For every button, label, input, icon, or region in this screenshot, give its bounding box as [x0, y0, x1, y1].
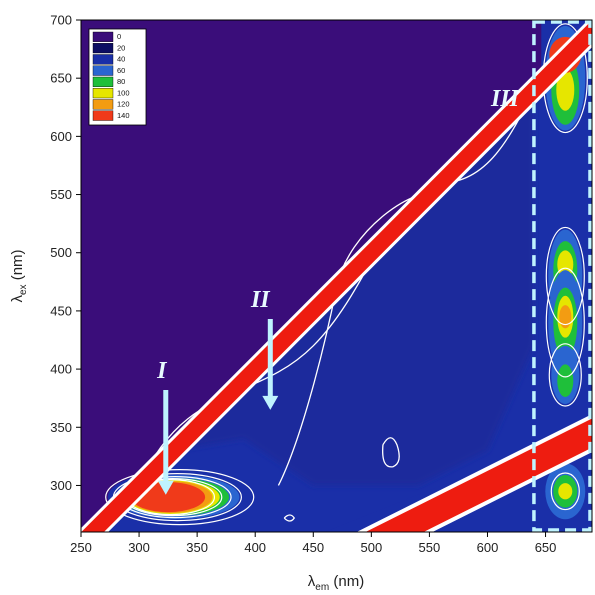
- legend-swatch: [92, 43, 114, 54]
- y-tick-label: 400: [50, 362, 72, 377]
- contour-peak-III-13: [550, 472, 580, 511]
- legend: 0 20 40 60 80 100 120 140: [88, 28, 147, 126]
- legend-label: 120: [117, 100, 130, 109]
- x-tick-label: 400: [244, 540, 266, 555]
- y-axis-label-sub: ex: [18, 284, 29, 295]
- y-tick-label: 300: [50, 478, 72, 493]
- legend-swatch: [92, 110, 114, 121]
- x-axis-label-unit: (nm): [329, 573, 364, 590]
- y-tick-label: 650: [50, 71, 72, 86]
- y-axis-label-unit: (nm): [9, 249, 26, 284]
- y-tick-label: 600: [50, 129, 72, 144]
- y-axis-label: λex (nm): [9, 249, 29, 302]
- x-tick-label: 500: [360, 540, 382, 555]
- plot-area: [81, 20, 592, 532]
- scatter-bands: [81, 20, 592, 532]
- legend-label: 140: [117, 111, 130, 120]
- contour-peak-III-6: [545, 267, 585, 378]
- legend-label: 0: [117, 32, 121, 41]
- y-axis: 300 350 400 450 500 550 600 650 700: [50, 13, 81, 493]
- legend-swatch: [92, 31, 114, 42]
- legend-label: 100: [117, 88, 130, 97]
- legend-swatch: [92, 54, 114, 65]
- x-tick-label: 600: [477, 540, 499, 555]
- peak-III-level-14: [558, 483, 573, 500]
- y-tick-label: 350: [50, 420, 72, 435]
- peak-III-level-5: [557, 250, 574, 279]
- scatter-first-order: [81, 20, 592, 532]
- x-axis-label: λem (nm): [308, 573, 364, 593]
- peak-I-arrow-head: [157, 480, 174, 495]
- legend-label: 60: [117, 66, 125, 75]
- x-tick-label: 650: [535, 540, 557, 555]
- x-tick-label: 550: [419, 540, 441, 555]
- peak-II-arrow-head: [262, 395, 279, 410]
- x-axis: 250 300 350 400 450 500 550 600 650: [70, 532, 556, 555]
- x-tick-label: 250: [70, 540, 92, 555]
- x-tick-label: 350: [186, 540, 208, 555]
- legend-swatch: [92, 88, 114, 99]
- y-tick-label: 700: [50, 13, 72, 28]
- legend-swatch: [92, 76, 114, 87]
- x-tick-label: 450: [302, 540, 324, 555]
- contour-spot: [283, 514, 296, 522]
- peak-I-label: I: [156, 358, 168, 384]
- peak-III-level-9: [559, 305, 572, 329]
- legend-label: 80: [117, 77, 125, 86]
- contour-peak-III-10: [548, 343, 582, 407]
- y-tick-label: 550: [50, 187, 72, 202]
- y-tick-label: 500: [50, 245, 72, 260]
- legend-swatch: [92, 99, 114, 110]
- contour-peak-III-3: [545, 226, 585, 326]
- x-tick-label: 300: [128, 540, 150, 555]
- x-axis-label-main: λ: [308, 573, 316, 590]
- fluor-deep-zone: [139, 89, 534, 486]
- region-III-dashed-box: [532, 20, 592, 532]
- peak-II-label: II: [250, 287, 271, 313]
- peak-III-level-2: [556, 68, 575, 111]
- legend-swatch: [92, 65, 114, 76]
- peak-III-label: III: [490, 86, 521, 112]
- y-axis-label-main: λ: [9, 295, 26, 303]
- peak-III-level-11: [557, 364, 574, 398]
- scatter-second-order: [365, 418, 592, 532]
- region-III-box: [532, 20, 592, 532]
- y-tick-label: 450: [50, 303, 72, 318]
- x-axis-label-sub: em: [315, 582, 329, 593]
- legend-label: 20: [117, 43, 125, 52]
- contour-peak-I-0: [105, 468, 255, 526]
- legend-label: 40: [117, 55, 125, 64]
- contour-island: [382, 437, 400, 468]
- plot-frame: [80, 19, 593, 533]
